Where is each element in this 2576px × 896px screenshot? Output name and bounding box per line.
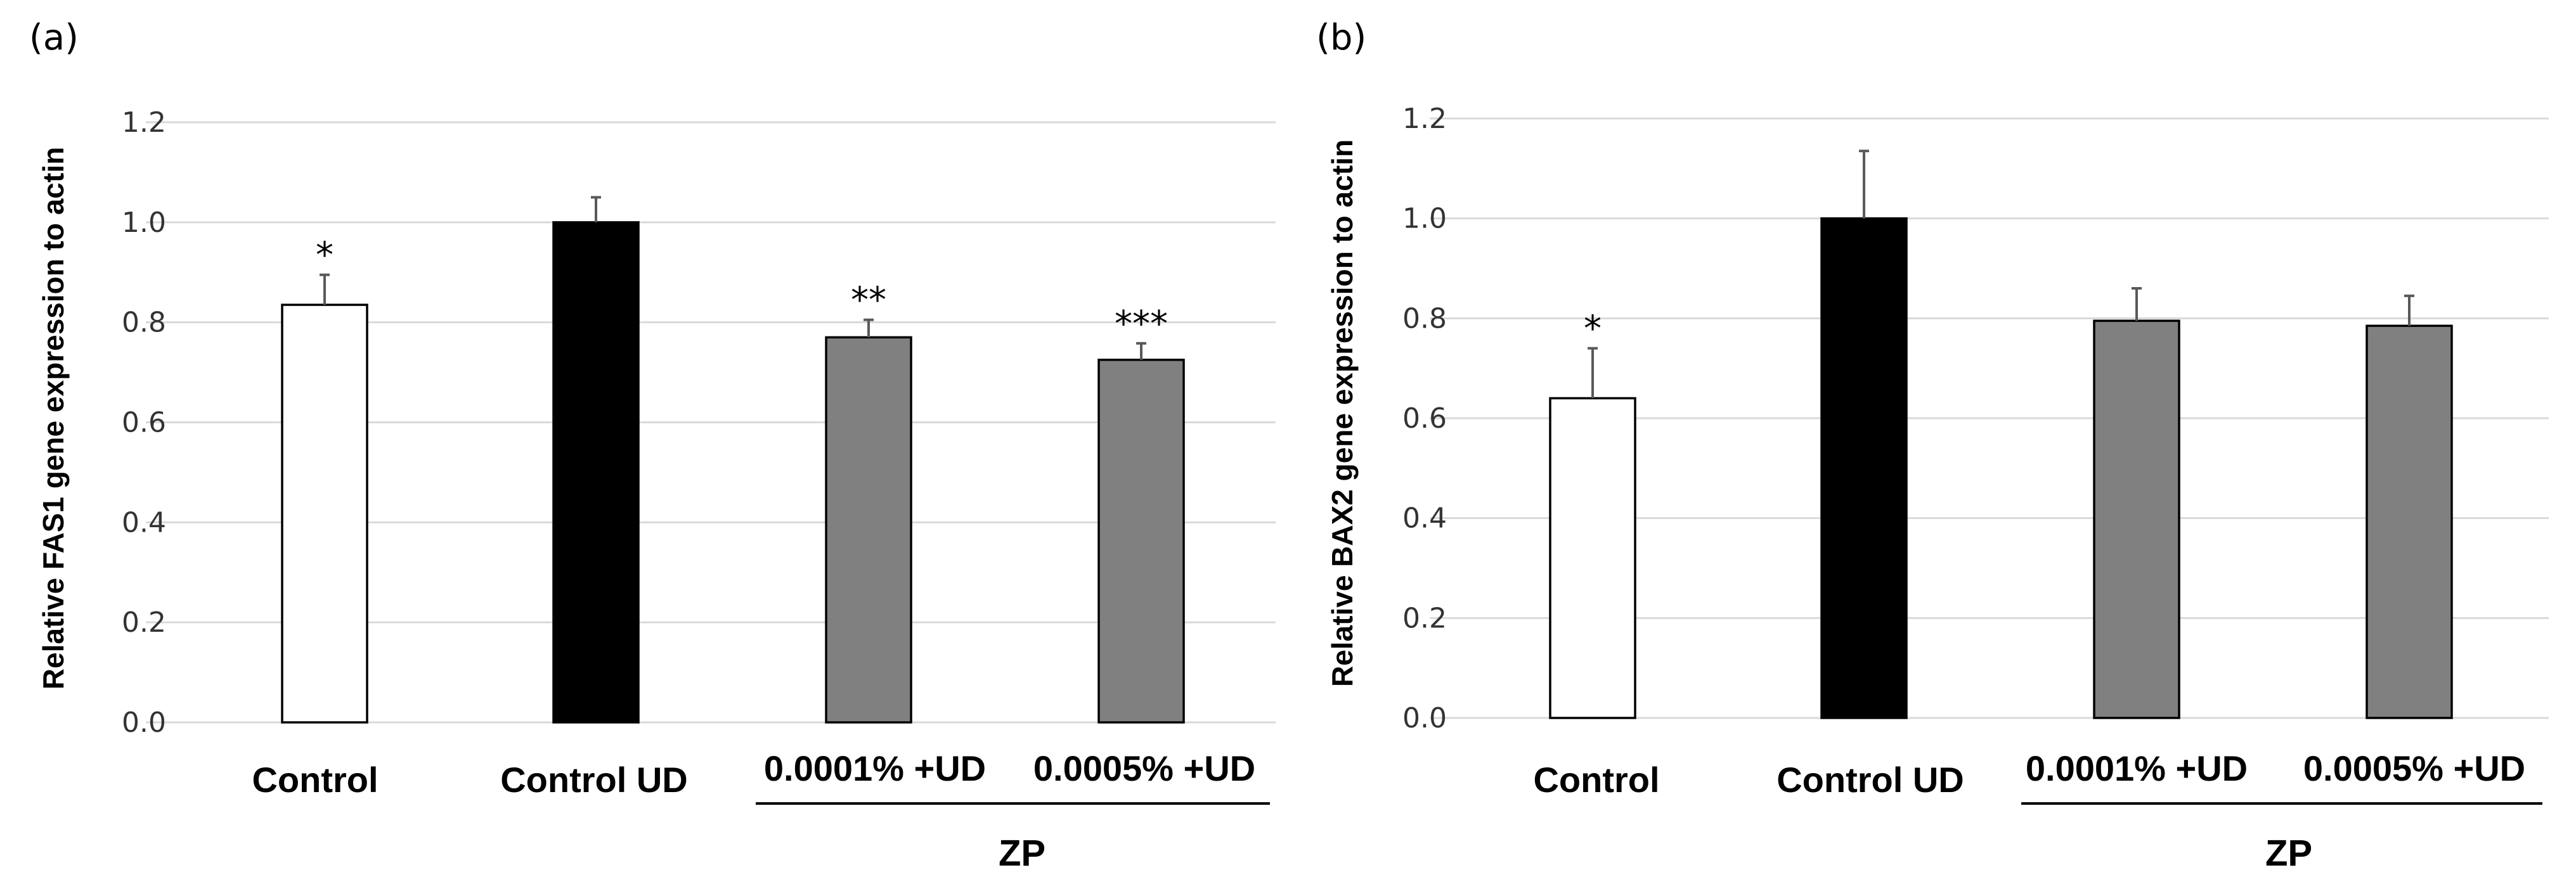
error-bar xyxy=(320,273,330,305)
significance-marker: *** xyxy=(1115,304,1168,345)
y-tick-label: 1.2 xyxy=(1402,103,1447,135)
y-tick-label: 0.4 xyxy=(1402,502,1447,535)
group-label: ZP xyxy=(999,833,1045,874)
y-tick-label: 1.0 xyxy=(122,207,166,239)
panel-b: (b) Relative BAX2 gene expression to act… xyxy=(1316,17,2549,874)
bar xyxy=(1820,217,1908,719)
panel-label: (a) xyxy=(29,17,79,58)
category-label: 0.0001% +UD xyxy=(764,748,986,788)
y-tick-label: 0.6 xyxy=(1402,402,1447,435)
error-bar xyxy=(2404,294,2414,326)
category-label: Control xyxy=(1533,760,1659,800)
y-axis-label: Relative BAX2 gene expression to actin xyxy=(1326,139,1359,687)
bar xyxy=(281,304,368,724)
bar xyxy=(2366,324,2453,719)
error-bar xyxy=(864,318,874,338)
category-label: 0.0001% +UD xyxy=(2026,748,2248,788)
error-bar xyxy=(1136,342,1146,360)
category-label: Control xyxy=(252,760,378,800)
group-label: ZP xyxy=(2265,833,2312,874)
y-tick-label: 0.2 xyxy=(1402,602,1447,634)
significance-marker: * xyxy=(316,235,333,276)
error-bar xyxy=(591,196,601,222)
bar xyxy=(1097,359,1185,724)
y-tick-label: 0.0 xyxy=(1402,702,1447,734)
error-bar xyxy=(1588,347,1598,399)
y-tick-label: 0.2 xyxy=(122,606,166,639)
y-axis-label: Relative FAS1 gene expression to actin xyxy=(37,147,70,689)
bar xyxy=(2093,319,2180,719)
y-tick-label: 0.4 xyxy=(122,506,166,539)
category-label: 0.0005% +UD xyxy=(2303,748,2525,788)
y-tick-label: 0.8 xyxy=(122,307,166,339)
significance-marker: * xyxy=(1584,309,1602,350)
category-label: Control UD xyxy=(1777,760,1964,800)
category-label: 0.0005% +UD xyxy=(1033,748,1255,788)
y-tick-label: 1.0 xyxy=(1402,203,1447,235)
category-label: Control UD xyxy=(500,760,688,800)
error-bar xyxy=(1859,150,1869,219)
panel-label: (b) xyxy=(1316,17,1366,58)
bar xyxy=(825,336,912,724)
bar xyxy=(552,221,640,724)
bar xyxy=(1549,397,1636,719)
y-tick-label: 0.0 xyxy=(122,707,166,739)
y-tick-label: 0.6 xyxy=(122,407,166,439)
y-tick-label: 1.2 xyxy=(122,106,166,139)
panel-a: (a) Relative FAS1 gene expression to act… xyxy=(29,17,1276,874)
significance-marker: ** xyxy=(851,280,886,321)
error-bar xyxy=(2132,287,2142,321)
y-tick-label: 0.8 xyxy=(1402,302,1447,335)
